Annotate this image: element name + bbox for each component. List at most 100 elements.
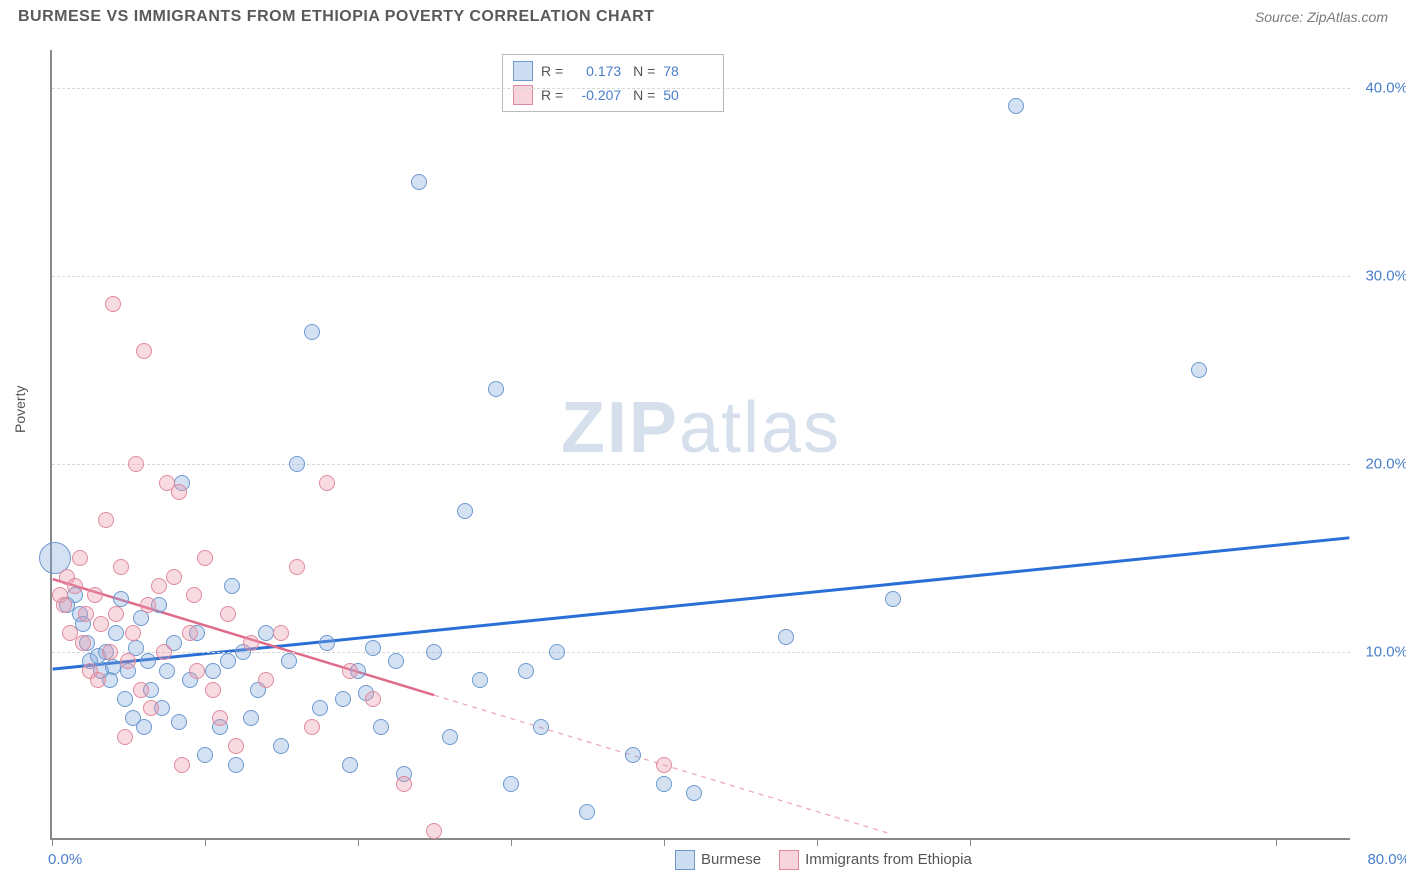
data-point bbox=[102, 644, 118, 660]
data-point bbox=[273, 625, 289, 641]
x-tick-label: 80.0% bbox=[1367, 851, 1406, 868]
y-tick-label: 40.0% bbox=[1365, 79, 1406, 96]
legend-n-value: 50 bbox=[663, 87, 713, 103]
data-point bbox=[136, 719, 152, 735]
data-point bbox=[105, 659, 121, 675]
data-point bbox=[488, 381, 504, 397]
data-point bbox=[289, 456, 305, 472]
y-tick-label: 10.0% bbox=[1365, 643, 1406, 660]
data-point bbox=[56, 597, 72, 613]
data-point bbox=[426, 823, 442, 839]
data-point bbox=[442, 729, 458, 745]
chart-source: Source: ZipAtlas.com bbox=[1255, 9, 1388, 25]
data-point bbox=[625, 747, 641, 763]
data-point bbox=[518, 663, 534, 679]
data-point bbox=[342, 663, 358, 679]
data-point bbox=[304, 719, 320, 735]
data-point bbox=[197, 747, 213, 763]
watermark-zip: ZIP bbox=[561, 388, 679, 468]
data-point bbox=[396, 776, 412, 792]
legend-r-value: 0.173 bbox=[571, 63, 621, 79]
data-point bbox=[1008, 98, 1024, 114]
data-point bbox=[186, 587, 202, 603]
data-point bbox=[205, 682, 221, 698]
data-point bbox=[533, 719, 549, 735]
legend-row: R =0.173 N =78 bbox=[513, 59, 713, 83]
x-tick bbox=[52, 838, 53, 846]
legend-row: R =-0.207 N =50 bbox=[513, 83, 713, 107]
data-point bbox=[143, 700, 159, 716]
data-point bbox=[90, 672, 106, 688]
data-point bbox=[159, 663, 175, 679]
data-point bbox=[156, 644, 172, 660]
legend-n-label: N = bbox=[629, 63, 655, 79]
data-point bbox=[258, 672, 274, 688]
legend-n-label: N = bbox=[629, 87, 655, 103]
legend-label: Immigrants from Ethiopia bbox=[805, 851, 972, 868]
data-point bbox=[342, 757, 358, 773]
data-point bbox=[87, 587, 103, 603]
chart-title: BURMESE VS IMMIGRANTS FROM ETHIOPIA POVE… bbox=[18, 8, 654, 26]
data-point bbox=[174, 757, 190, 773]
data-point bbox=[243, 710, 259, 726]
legend-item: Immigrants from Ethiopia bbox=[779, 850, 972, 870]
data-point bbox=[72, 550, 88, 566]
data-point bbox=[289, 559, 305, 575]
plot-area: ZIPatlas R =0.173 N =78R =-0.207 N =50 B… bbox=[50, 50, 1350, 840]
data-point bbox=[205, 663, 221, 679]
data-point bbox=[108, 606, 124, 622]
data-point bbox=[312, 700, 328, 716]
data-point bbox=[656, 757, 672, 773]
data-point bbox=[220, 653, 236, 669]
data-point bbox=[93, 616, 109, 632]
data-point bbox=[411, 174, 427, 190]
data-point bbox=[549, 644, 565, 660]
data-point bbox=[228, 757, 244, 773]
data-point bbox=[579, 804, 595, 820]
data-point bbox=[365, 691, 381, 707]
data-point bbox=[503, 776, 519, 792]
data-point bbox=[128, 456, 144, 472]
data-point bbox=[228, 738, 244, 754]
legend-swatch bbox=[675, 850, 695, 870]
legend-n-value: 78 bbox=[663, 63, 713, 79]
x-tick bbox=[358, 838, 359, 846]
gridline bbox=[52, 276, 1350, 277]
data-point bbox=[113, 559, 129, 575]
data-point bbox=[243, 635, 259, 651]
data-point bbox=[197, 550, 213, 566]
data-point bbox=[166, 569, 182, 585]
x-tick-label: 0.0% bbox=[48, 851, 82, 868]
data-point bbox=[125, 625, 141, 641]
x-tick bbox=[205, 838, 206, 846]
x-tick bbox=[970, 838, 971, 846]
data-point bbox=[388, 653, 404, 669]
gridline bbox=[52, 464, 1350, 465]
data-point bbox=[113, 591, 129, 607]
data-point bbox=[212, 710, 228, 726]
data-point bbox=[778, 629, 794, 645]
legend-item: Burmese bbox=[675, 850, 761, 870]
data-point bbox=[220, 606, 236, 622]
stats-legend: R =0.173 N =78R =-0.207 N =50 bbox=[502, 54, 724, 112]
watermark: ZIPatlas bbox=[561, 387, 841, 469]
legend-r-value: -0.207 bbox=[571, 87, 621, 103]
data-point bbox=[319, 475, 335, 491]
data-point bbox=[258, 625, 274, 641]
data-point bbox=[189, 663, 205, 679]
data-point bbox=[171, 484, 187, 500]
data-point bbox=[656, 776, 672, 792]
watermark-atlas: atlas bbox=[679, 388, 841, 468]
data-point bbox=[75, 635, 91, 651]
data-point bbox=[273, 738, 289, 754]
data-point bbox=[98, 512, 114, 528]
gridline bbox=[52, 88, 1350, 89]
data-point bbox=[117, 691, 133, 707]
data-point bbox=[120, 653, 136, 669]
chart-header: BURMESE VS IMMIGRANTS FROM ETHIOPIA POVE… bbox=[0, 0, 1406, 32]
data-point bbox=[335, 691, 351, 707]
x-tick bbox=[511, 838, 512, 846]
legend-swatch bbox=[513, 61, 533, 81]
data-point bbox=[281, 653, 297, 669]
data-point bbox=[365, 640, 381, 656]
